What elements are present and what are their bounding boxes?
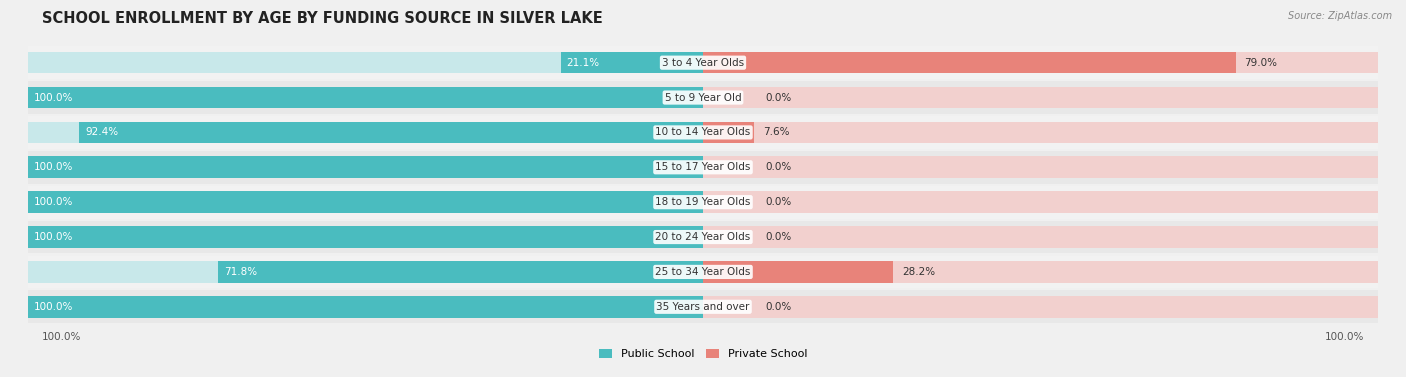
Text: 100.0%: 100.0%: [34, 92, 73, 103]
Text: 100.0%: 100.0%: [34, 232, 73, 242]
Text: 0.0%: 0.0%: [765, 232, 792, 242]
Bar: [28, 192, 703, 213]
Bar: [28, 296, 703, 317]
Text: 100.0%: 100.0%: [34, 197, 73, 207]
Text: 100.0%: 100.0%: [34, 162, 73, 172]
Bar: [218, 261, 703, 283]
Bar: [703, 122, 754, 143]
Bar: [703, 226, 1378, 248]
Text: 0.0%: 0.0%: [765, 92, 792, 103]
Text: Source: ZipAtlas.com: Source: ZipAtlas.com: [1288, 11, 1392, 21]
Bar: [28, 81, 1378, 114]
Bar: [561, 52, 703, 74]
Bar: [28, 221, 1378, 253]
Text: 100.0%: 100.0%: [34, 302, 73, 312]
Bar: [28, 226, 703, 248]
Bar: [79, 122, 703, 143]
Text: 71.8%: 71.8%: [224, 267, 257, 277]
Text: 0.0%: 0.0%: [765, 197, 792, 207]
Legend: Public School, Private School: Public School, Private School: [595, 345, 811, 364]
Text: 7.6%: 7.6%: [762, 127, 789, 138]
Bar: [28, 186, 1378, 219]
Bar: [28, 87, 703, 108]
Text: 28.2%: 28.2%: [901, 267, 935, 277]
Bar: [28, 151, 1378, 184]
Text: 3 to 4 Year Olds: 3 to 4 Year Olds: [662, 58, 744, 68]
Text: 100.0%: 100.0%: [1324, 332, 1364, 342]
Text: 10 to 14 Year Olds: 10 to 14 Year Olds: [655, 127, 751, 138]
Bar: [28, 296, 703, 317]
Bar: [28, 290, 1378, 323]
Bar: [28, 256, 1378, 288]
Bar: [28, 261, 703, 283]
Bar: [28, 192, 703, 213]
Text: 35 Years and over: 35 Years and over: [657, 302, 749, 312]
Text: 20 to 24 Year Olds: 20 to 24 Year Olds: [655, 232, 751, 242]
Bar: [28, 226, 703, 248]
Bar: [28, 122, 703, 143]
Bar: [28, 46, 1378, 79]
Text: 79.0%: 79.0%: [1244, 58, 1278, 68]
Bar: [703, 261, 893, 283]
Text: 5 to 9 Year Old: 5 to 9 Year Old: [665, 92, 741, 103]
Text: 18 to 19 Year Olds: 18 to 19 Year Olds: [655, 197, 751, 207]
Bar: [703, 87, 1378, 108]
Text: 100.0%: 100.0%: [42, 332, 82, 342]
Bar: [703, 52, 1378, 74]
Text: 92.4%: 92.4%: [84, 127, 118, 138]
Bar: [28, 156, 703, 178]
Text: 25 to 34 Year Olds: 25 to 34 Year Olds: [655, 267, 751, 277]
Bar: [28, 116, 1378, 149]
Bar: [28, 52, 703, 74]
Bar: [28, 87, 703, 108]
Text: 0.0%: 0.0%: [765, 302, 792, 312]
Bar: [703, 122, 1378, 143]
Bar: [703, 192, 1378, 213]
Bar: [703, 52, 1236, 74]
Bar: [703, 156, 1378, 178]
Text: SCHOOL ENROLLMENT BY AGE BY FUNDING SOURCE IN SILVER LAKE: SCHOOL ENROLLMENT BY AGE BY FUNDING SOUR…: [42, 11, 603, 26]
Bar: [703, 296, 1378, 317]
Bar: [703, 261, 1378, 283]
Text: 15 to 17 Year Olds: 15 to 17 Year Olds: [655, 162, 751, 172]
Text: 0.0%: 0.0%: [765, 162, 792, 172]
Text: 21.1%: 21.1%: [567, 58, 599, 68]
Bar: [28, 156, 703, 178]
